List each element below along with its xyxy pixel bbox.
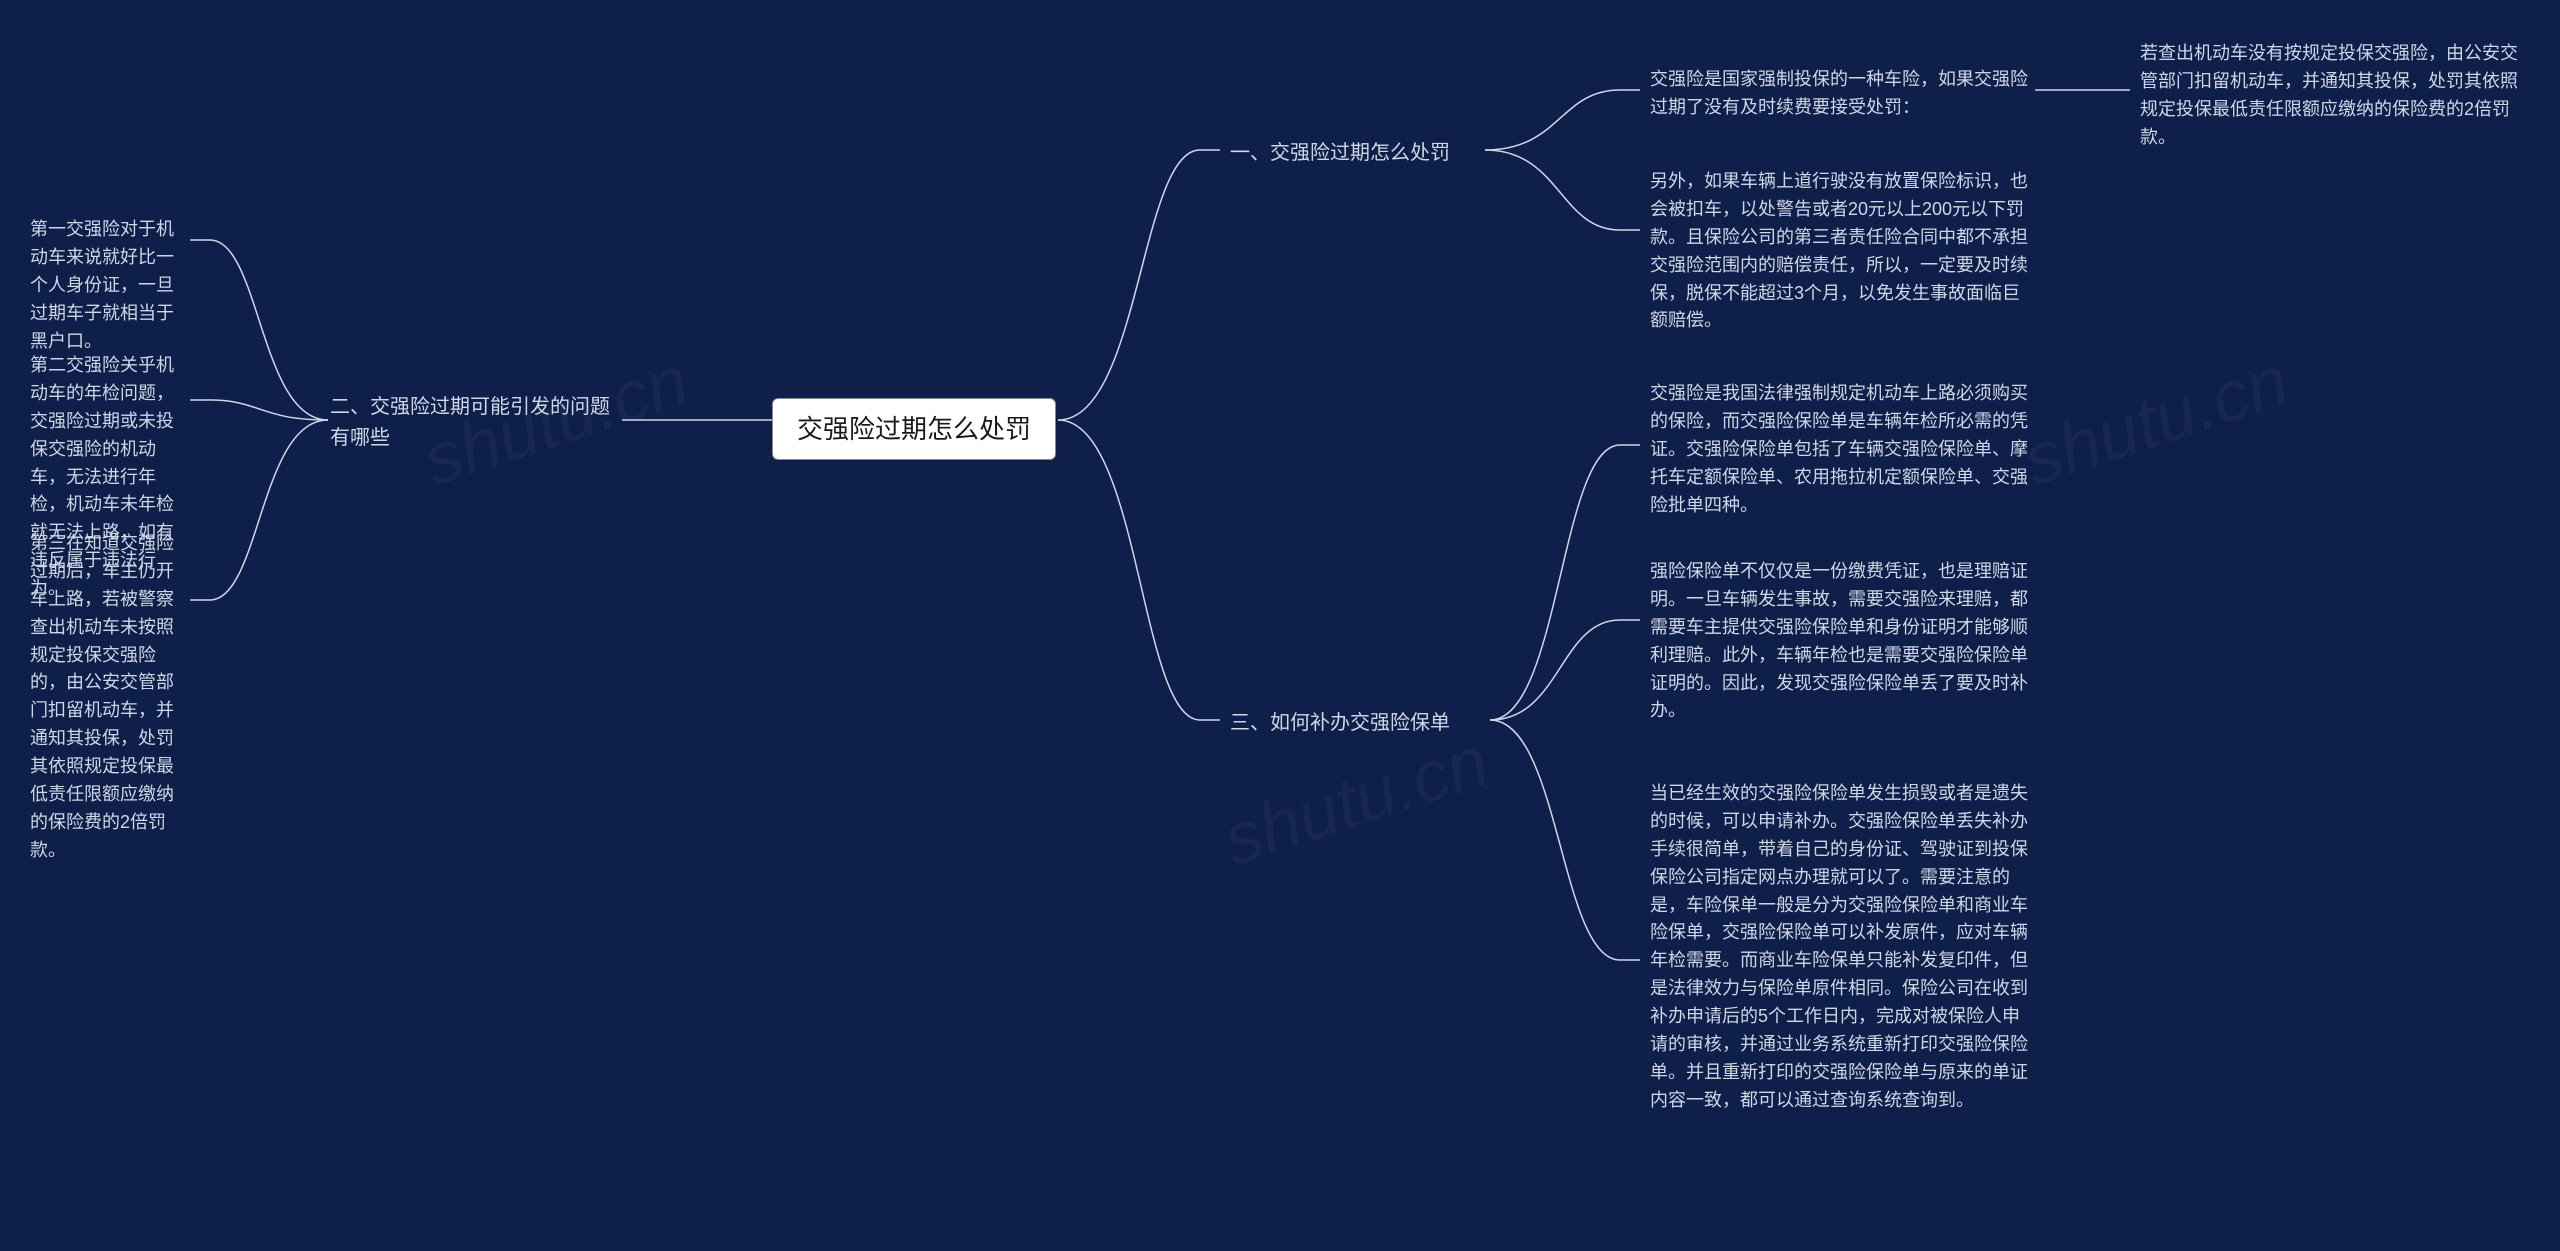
leaf-l1c1-wrap: 第一交强险对于机动车来说就好比一个人身份证，一旦过期车子就相当于黑户口。 [0,216,190,355]
leaf-r2c3: 当已经生效的交强险保险单发生损毁或者是遗失的时候，可以申请补办。交强险保险单丢失… [1650,780,2030,1115]
leaf-r1c2: 另外，如果车辆上道行驶没有放置保险标识，也会被扣车，以处警告或者20元以上200… [1650,168,2030,335]
leaf-r1c1: 交强险是国家强制投保的一种车险，如果交强险过期了没有及时续费要接受处罚： [1650,66,2030,122]
leaf-l1c3-wrap: 第三在知道交强险过期后，车主仍开车上路，若被警察查出机动车未按照规定投保交强险的… [0,530,190,865]
leaf-r2c2: 强险保险单不仅仅是一份缴费凭证，也是理赔证明。一旦车辆发生事故，需要交强险来理赔… [1650,558,2030,725]
leaf-l1c1: 第一交强险对于机动车来说就好比一个人身份证，一旦过期车子就相当于黑户口。 [30,219,174,351]
branch-right-2: 三、如何补办交强险保单 [1230,708,1490,739]
leaf-r2c1: 交强险是我国法律强制规定机动车上路必须购买的保险，而交强险保险单是车辆年检所必需… [1650,380,2030,519]
watermark: shutu.cn [1214,720,1498,882]
root-node: 交强险过期怎么处罚 [772,398,1056,460]
leaf-r1c1a: 若查出机动车没有按规定投保交强险，由公安交管部门扣留机动车，并通知其投保，处罚其… [2140,40,2520,152]
leaf-l1c3: 第三在知道交强险过期后，车主仍开车上路，若被警察查出机动车未按照规定投保交强险的… [30,533,174,860]
branch-left-1: 二、交强险过期可能引发的问题有哪些 [330,392,625,454]
connector-lines [0,0,2560,1251]
watermark: shutu.cn [2014,340,2298,502]
branch-right-1: 一、交强险过期怎么处罚 [1230,138,1490,169]
